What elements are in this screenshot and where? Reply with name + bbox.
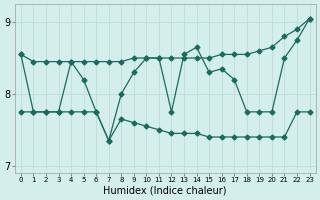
- X-axis label: Humidex (Indice chaleur): Humidex (Indice chaleur): [103, 186, 227, 196]
